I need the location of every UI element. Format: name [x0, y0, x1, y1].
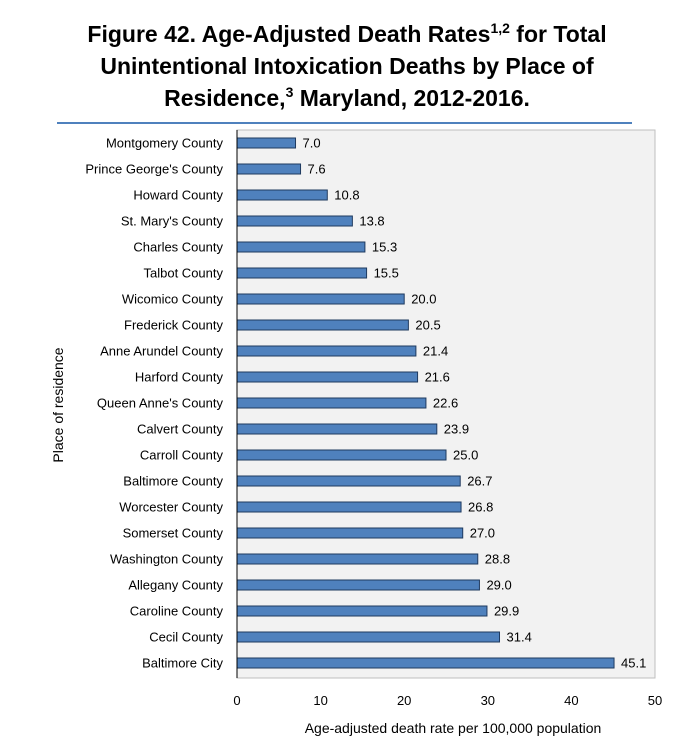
bar: [236, 267, 368, 279]
category-label: Washington County: [110, 552, 223, 567]
bar: [236, 371, 419, 383]
data-label: 20.0: [411, 292, 436, 307]
category-label: Allegany County: [128, 578, 223, 593]
data-label: 45.1: [621, 656, 646, 671]
category-label: Queen Anne's County: [97, 396, 224, 411]
data-label: 15.3: [372, 240, 397, 255]
data-label: 21.4: [423, 344, 448, 359]
bar: [236, 449, 447, 461]
category-label: Caroline County: [130, 604, 224, 619]
bar: [236, 475, 461, 487]
data-label: 15.5: [374, 266, 399, 281]
data-label: 10.8: [334, 188, 359, 203]
bar: [236, 215, 353, 227]
bar: [236, 319, 409, 331]
category-label: St. Mary's County: [121, 214, 224, 229]
category-label: Anne Arundel County: [100, 344, 223, 359]
category-label: Calvert County: [137, 422, 223, 437]
category-label: Talbot County: [144, 266, 224, 281]
bar: [236, 423, 438, 435]
data-label: 22.6: [433, 396, 458, 411]
data-label: 7.6: [308, 162, 326, 177]
bar: [236, 657, 615, 669]
bar: [236, 553, 479, 565]
data-label: 20.5: [415, 318, 440, 333]
category-label: Wicomico County: [122, 292, 224, 307]
data-label: 7.0: [303, 136, 321, 151]
category-label: Somerset County: [123, 526, 224, 541]
y-axis-label: Place of residence: [50, 347, 66, 462]
x-tick-label: 40: [564, 693, 578, 708]
bar: [236, 397, 427, 409]
x-tick-label: 0: [233, 693, 240, 708]
data-label: 29.0: [486, 578, 511, 593]
bar: [236, 293, 405, 305]
data-label: 26.7: [467, 474, 492, 489]
data-label: 21.6: [425, 370, 450, 385]
category-label: Prince George's County: [85, 162, 223, 177]
x-tick-label: 30: [481, 693, 495, 708]
category-label: Carroll County: [140, 448, 224, 463]
bar: [236, 605, 488, 617]
data-label: 26.8: [468, 500, 493, 515]
bar: [236, 189, 328, 201]
category-label: Montgomery County: [106, 136, 224, 151]
data-label: 25.0: [453, 448, 478, 463]
bar: [236, 345, 417, 357]
x-tick-label: 50: [648, 693, 662, 708]
bar: [236, 241, 366, 253]
category-label: Harford County: [135, 370, 224, 385]
category-label: Cecil County: [149, 630, 223, 645]
bar: [236, 501, 462, 513]
data-label: 27.0: [470, 526, 495, 541]
category-label: Baltimore City: [142, 656, 223, 671]
x-tick-label: 10: [313, 693, 327, 708]
data-label: 13.8: [359, 214, 384, 229]
category-label: Howard County: [133, 188, 223, 203]
bar: [236, 527, 464, 539]
category-label: Worcester County: [119, 500, 223, 515]
bar: [236, 163, 302, 175]
bar: [236, 579, 480, 591]
data-label: 31.4: [507, 630, 532, 645]
category-label: Charles County: [133, 240, 223, 255]
chart-title: Figure 42. Age-Adjusted Death Rates1,2 f…: [87, 20, 607, 111]
x-axis-label: Age-adjusted death rate per 100,000 popu…: [305, 720, 602, 736]
data-label: 23.9: [444, 422, 469, 437]
bar: [236, 631, 501, 643]
bar: [236, 137, 297, 149]
category-label: Baltimore County: [123, 474, 223, 489]
data-label: 29.9: [494, 604, 519, 619]
title-divider: [57, 122, 632, 124]
category-label: Frederick County: [124, 318, 223, 333]
data-label: 28.8: [485, 552, 510, 567]
x-tick-label: 20: [397, 693, 411, 708]
